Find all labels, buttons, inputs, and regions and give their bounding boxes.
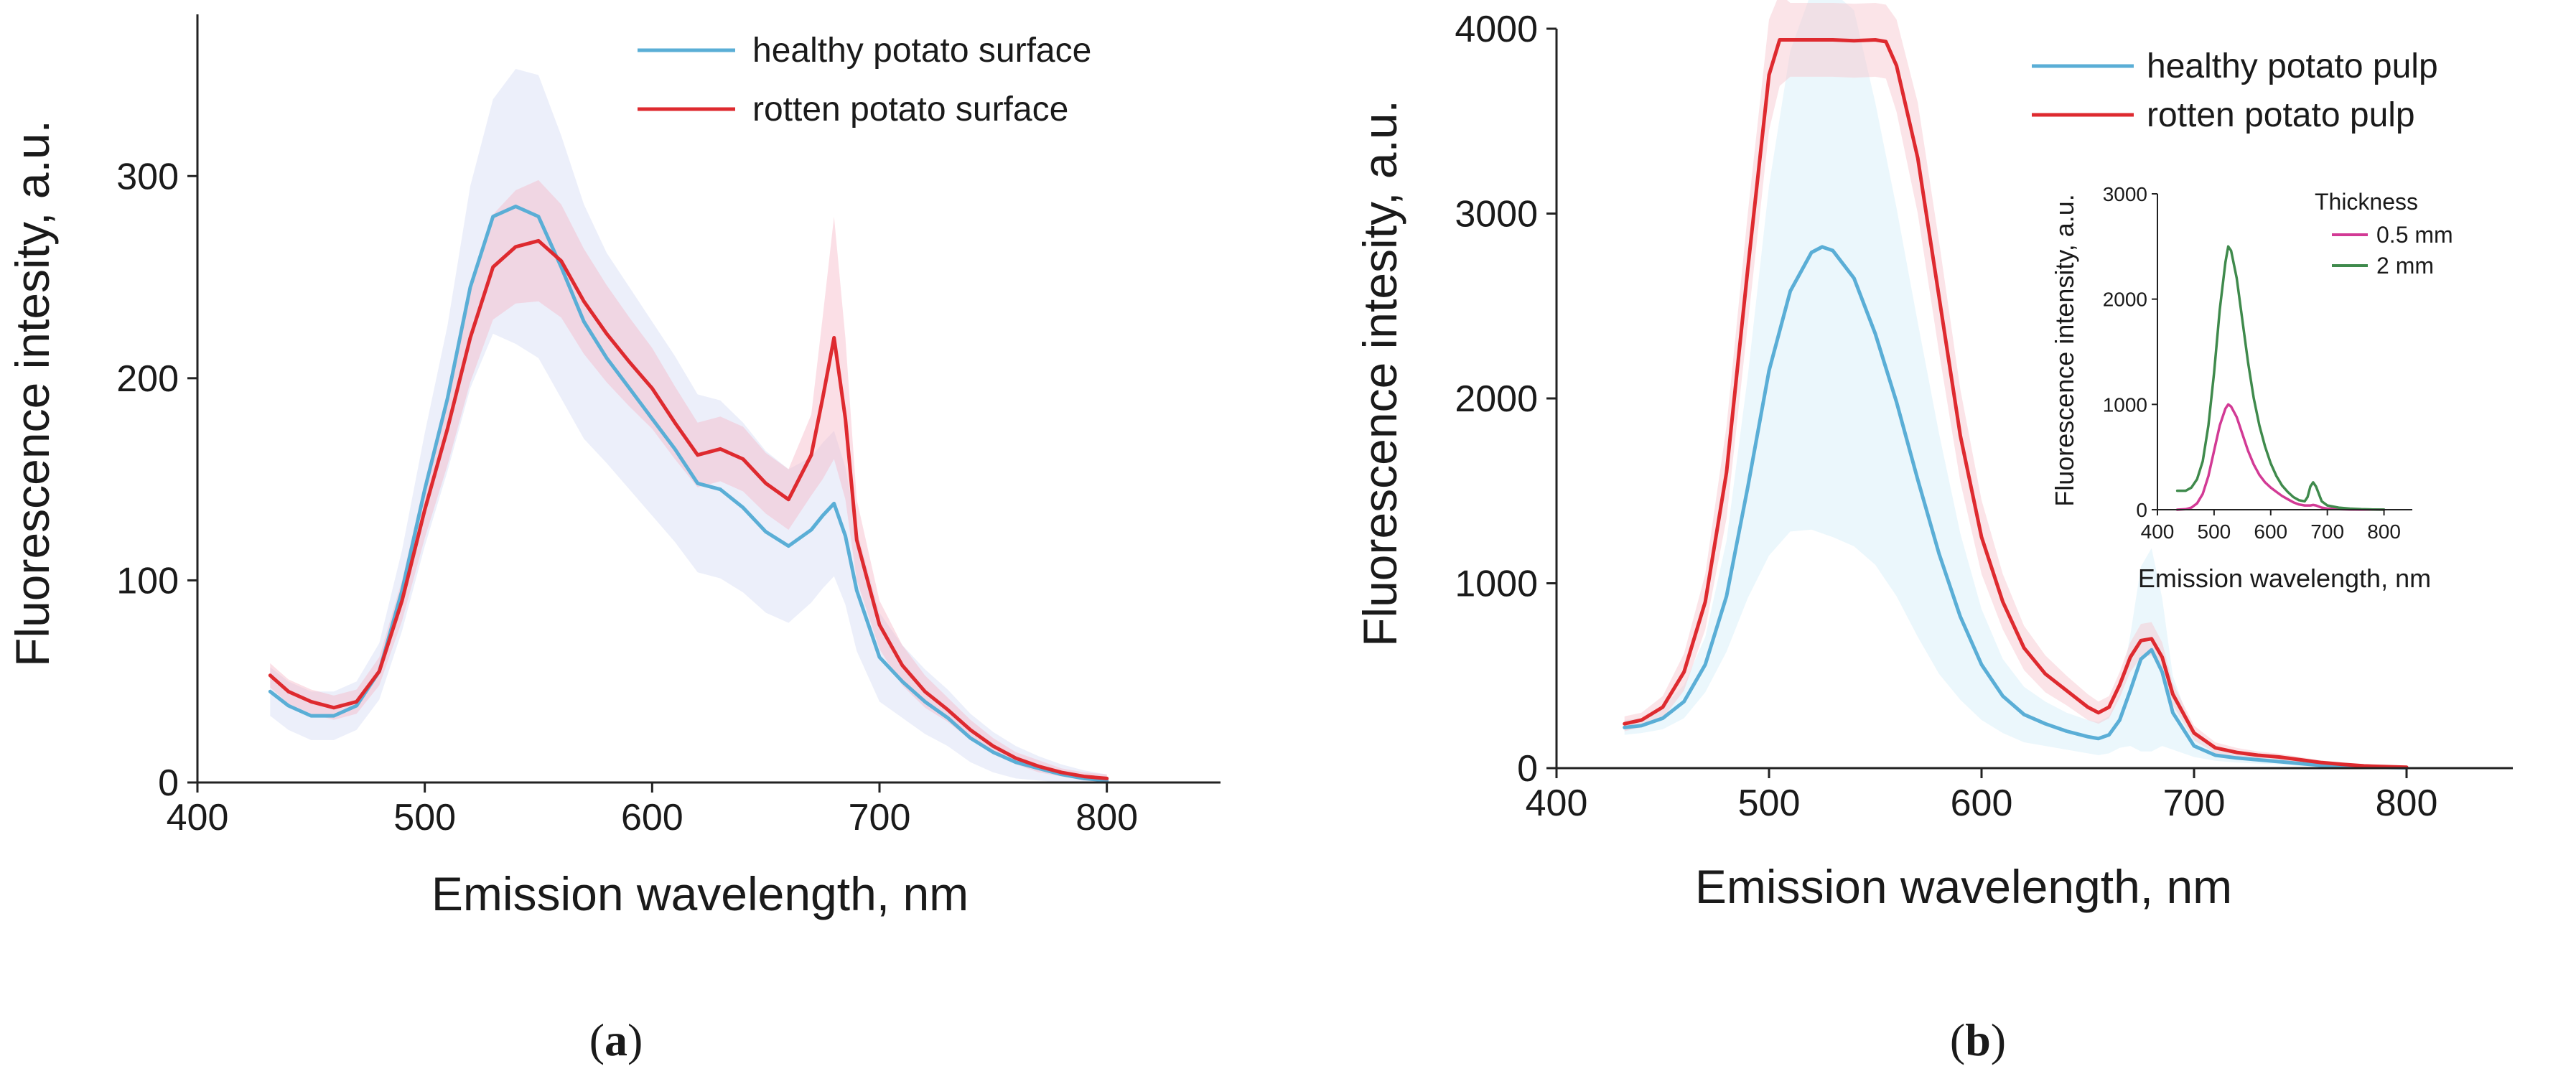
panel-label-b-close: ) (1991, 1014, 2006, 1065)
legend-label-rotten-pulp: rotten potato pulp (2147, 96, 2415, 134)
x-tick-label: 800 (1075, 797, 1138, 838)
panel-label-b-letter: b (1965, 1014, 1991, 1065)
x-tick-label: 700 (2310, 520, 2344, 543)
x-tick-label: 600 (1951, 782, 2013, 824)
inset-background (2147, 194, 2412, 515)
panel-label-b: (b) (1950, 1014, 2006, 1065)
error-band-healthy-potato-pulp (1624, 0, 2407, 768)
x-axis-title-b: Emission wavelength, nm (1695, 860, 2232, 913)
y-tick-label: 3000 (2103, 183, 2147, 205)
legend-label-healthy-pulp: healthy potato pulp (2147, 47, 2438, 85)
error-band-healthy-potato-surface (270, 69, 1107, 782)
legend-label-rotten-surface: rotten potato surface (752, 90, 1068, 129)
legend-a: healthy potato surface rotten potato sur… (638, 32, 1091, 129)
error-bands-a (270, 69, 1107, 782)
y-axis-title-a: Fluorescence intesity, a.u. (6, 120, 59, 667)
x-tick-label: 700 (2163, 782, 2226, 824)
error-band-rotten-potato-surface (270, 179, 1107, 782)
y-tick-label: 0 (2136, 499, 2147, 521)
y-tick-label: 0 (1517, 748, 1538, 790)
panel-label-a-close: ) (627, 1014, 643, 1065)
y-tick-label: 0 (158, 762, 179, 804)
y-tick-label: 4000 (1455, 9, 1538, 50)
y-tick-label: 1000 (2103, 393, 2147, 416)
inset-x-axis-title: Emission wavelength, nm (2138, 564, 2431, 593)
chart-panel-a: 400 500 600 700 800 0 100 200 300 Emission wavel… (6, 14, 1221, 1065)
y-tick-label: 1000 (1455, 564, 1538, 605)
x-tick-label: 600 (2254, 520, 2287, 543)
error-band-rotten-potato-pulp (1624, 0, 2407, 768)
inset-legend-label-2mm: 2 mm (2376, 253, 2434, 279)
x-tick-label: 400 (167, 797, 229, 838)
inset-series-lines (2175, 245, 2386, 511)
series-line-2-mm (2175, 245, 2386, 511)
inset-ticks: 400 500 600 700 800 0 1000 2000 3000 (2103, 183, 2401, 543)
panel-label-a: (a) (589, 1014, 643, 1065)
y-tick-label: 3000 (1455, 194, 1538, 235)
inset-legend-label-05mm: 0.5 mm (2376, 222, 2453, 248)
error-bands-b (1624, 0, 2407, 768)
panel-label-a-letter: a (605, 1014, 627, 1065)
series-line-healthy-potato-surface (268, 205, 1109, 782)
x-tick-label: 700 (849, 797, 911, 838)
x-tick-label: 500 (393, 797, 456, 838)
axes-a (196, 14, 1221, 784)
series-lines-b (1623, 38, 2409, 770)
series-line-healthy-potato-pulp (1623, 245, 2409, 770)
y-tick-label: 300 (116, 156, 179, 197)
x-tick-label: 600 (621, 797, 683, 838)
legend-b: healthy potato pulp rotten potato pulp (2032, 47, 2438, 134)
x-tick-label: 500 (1738, 782, 1801, 824)
x-tick-label: 400 (2141, 520, 2175, 543)
x-axis-title-a: Emission wavelength, nm (431, 867, 969, 920)
inset-axes (2157, 194, 2412, 510)
series-line-0-5-mm (2175, 403, 2386, 511)
panel-label-b-open: ( (1950, 1014, 1965, 1065)
inset-y-axis-title: Fluorescence intensity, a.u. (2050, 194, 2079, 507)
series-line-rotten-potato-surface (268, 238, 1109, 780)
x-tick-label: 800 (2376, 782, 2438, 824)
y-tick-label: 2000 (1455, 378, 1538, 420)
series-line-rotten-potato-pulp (1623, 38, 2409, 770)
panel-label-a-open: ( (589, 1014, 605, 1065)
y-tick-label: 200 (116, 358, 179, 400)
inset-chart: 400 500 600 700 800 0 1000 2000 3000 Emission wa… (2050, 183, 2453, 593)
x-tick-label: 500 (2198, 520, 2231, 543)
ticks-a: 400 500 600 700 800 0 100 200 300 (116, 156, 1138, 838)
y-axis-title-b: Fluorescence intesity, a.u. (1353, 100, 1406, 647)
legend-label-healthy-surface: healthy potato surface (752, 32, 1091, 70)
inset-legend-title: Thickness (2315, 189, 2418, 215)
y-tick-label: 2000 (2103, 289, 2147, 311)
x-tick-label: 400 (1526, 782, 1588, 824)
series-lines-a (268, 205, 1109, 782)
x-tick-label: 800 (2367, 520, 2401, 543)
y-tick-label: 100 (116, 560, 179, 602)
